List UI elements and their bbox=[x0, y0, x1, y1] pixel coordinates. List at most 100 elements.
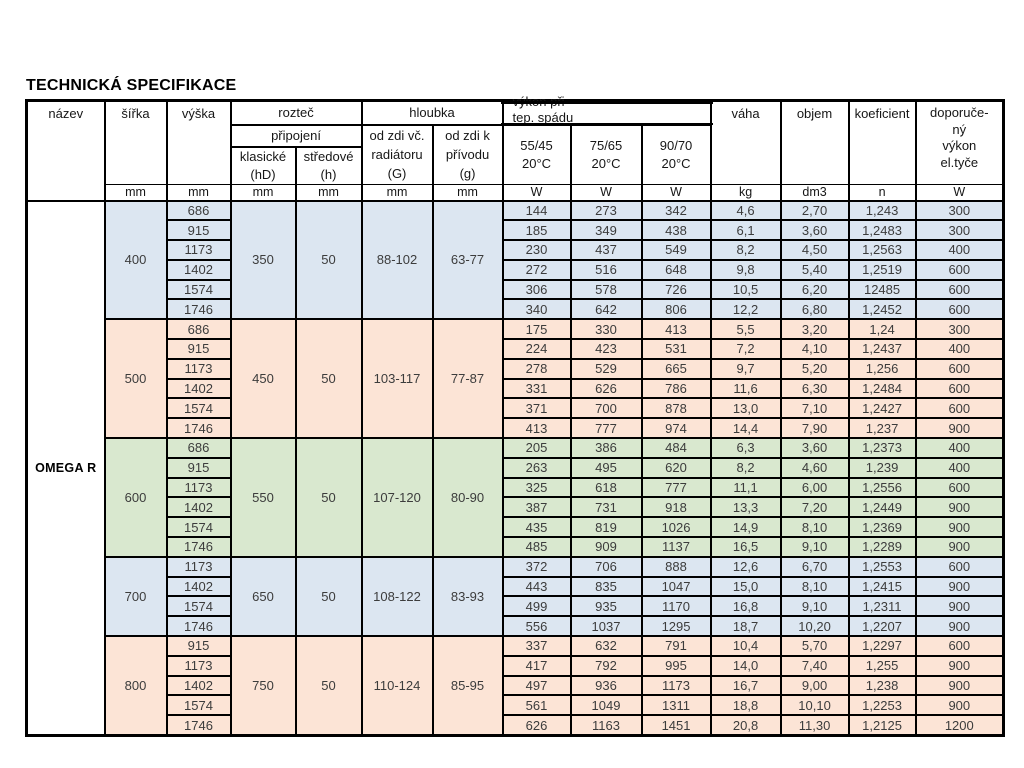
depth-to-supply-cell: 77-87 bbox=[431, 318, 504, 440]
power-90-70-cell: 1311 bbox=[640, 694, 712, 717]
height-cell: 1402 bbox=[165, 496, 232, 519]
power-55-45-cell: 485 bbox=[501, 536, 572, 558]
power-90-70-cell: 995 bbox=[640, 654, 712, 677]
volume-cell: 6,30 bbox=[779, 377, 850, 400]
coefficient-cell: 1,2297 bbox=[847, 635, 917, 657]
spec-row: 915 224 423 531 7,2 4,10 1,2437 400 bbox=[27, 338, 1005, 360]
power-90-70-cell: 974 bbox=[640, 417, 712, 440]
spec-row: 1574 371 700 878 13,0 7,10 1,2427 600 bbox=[27, 397, 1005, 420]
spec-sheet-page: TECHNICKÁ SPECIFIKACE název šířka výška … bbox=[25, 77, 1006, 738]
power-75-65-cell: 516 bbox=[569, 258, 643, 281]
power-55-45-cell: 144 bbox=[501, 199, 572, 222]
power-75-65-cell: 495 bbox=[569, 456, 643, 479]
spec-row: 1173 417 792 995 14,0 7,40 1,255 900 bbox=[27, 654, 1005, 677]
recommended-power-cell: 300 bbox=[914, 199, 1005, 222]
height-cell: 1746 bbox=[165, 536, 232, 558]
weight-cell: 9,8 bbox=[709, 258, 782, 281]
power-75-65-cell: 618 bbox=[569, 476, 643, 499]
weight-cell: 18,7 bbox=[709, 615, 782, 638]
recommended-power-cell: 600 bbox=[914, 377, 1005, 400]
height-cell: 1173 bbox=[165, 654, 232, 677]
power-75-65-cell: 700 bbox=[569, 397, 643, 420]
top-border-line bbox=[500, 101, 713, 104]
depth-to-supply-cell: 80-90 bbox=[431, 437, 504, 558]
power-55-45-cell: 272 bbox=[501, 258, 572, 281]
height-cell: 1574 bbox=[165, 278, 232, 301]
weight-cell: 14,4 bbox=[709, 417, 782, 440]
power-75-65-cell: 777 bbox=[569, 417, 643, 440]
volume-cell: 8,10 bbox=[779, 575, 850, 598]
power-55-45-cell: 561 bbox=[501, 694, 572, 717]
power-90-70-cell: 648 bbox=[640, 258, 712, 281]
power-75-65-cell: 1037 bbox=[569, 615, 643, 638]
power-90-70-cell: 620 bbox=[640, 456, 712, 479]
volume-cell: 9,10 bbox=[779, 595, 850, 618]
power-55-45-cell: 185 bbox=[501, 219, 572, 242]
pitch-central-cell: 50 bbox=[294, 199, 363, 321]
power-55-45-cell: 340 bbox=[501, 298, 572, 321]
header-row-3: klasické (hD) středové (h) bbox=[27, 145, 1004, 185]
power-55-45-cell: 413 bbox=[501, 417, 572, 440]
coefficient-cell: 1,2437 bbox=[847, 338, 917, 360]
coefficient-cell: 1,238 bbox=[847, 674, 917, 697]
weight-cell: 15,0 bbox=[709, 575, 782, 598]
height-cell: 1746 bbox=[165, 417, 232, 440]
power-90-70-cell: 665 bbox=[640, 357, 712, 380]
volume-cell: 6,80 bbox=[779, 298, 850, 321]
recommended-power-cell: 300 bbox=[914, 318, 1005, 341]
power-75-65-cell: 632 bbox=[569, 635, 643, 657]
spec-row: 1574 306 578 726 10,5 6,20 12485 600 bbox=[27, 278, 1005, 301]
pitch-central-cell: 50 bbox=[294, 635, 363, 737]
power-90-70-cell: 878 bbox=[640, 397, 712, 420]
power-90-70-cell: 888 bbox=[640, 555, 712, 578]
height-cell: 686 bbox=[165, 437, 232, 459]
power-90-70-cell: 413 bbox=[640, 318, 712, 341]
unit-mm: mm bbox=[165, 183, 232, 202]
weight-cell: 14,9 bbox=[709, 516, 782, 539]
height-cell: 1402 bbox=[165, 674, 232, 697]
recommended-power-cell: 400 bbox=[914, 437, 1005, 459]
power-90-70-cell: 484 bbox=[640, 437, 712, 459]
volume-cell: 6,00 bbox=[779, 476, 850, 499]
weight-cell: 6,1 bbox=[709, 219, 782, 242]
spec-row: 1746 556 1037 1295 18,7 10,20 1,2207 900 bbox=[27, 615, 1005, 638]
weight-cell: 16,7 bbox=[709, 674, 782, 697]
coefficient-cell: 1,237 bbox=[847, 417, 917, 440]
spec-row: 1574 435 819 1026 14,9 8,10 1,2369 900 bbox=[27, 516, 1005, 539]
volume-header-cell: objem bbox=[779, 99, 850, 185]
pitch-classic-cell: 650 bbox=[229, 555, 297, 638]
power-75-65-cell: 909 bbox=[569, 536, 643, 558]
height-cell: 1574 bbox=[165, 397, 232, 420]
height-cell: 686 bbox=[165, 318, 232, 341]
units-row: mm mm mm mm mm mm W W W kg dm3 n W bbox=[27, 183, 1005, 202]
spec-table-header: název šířka výška rozteč hloubka výkon p… bbox=[25, 94, 1005, 202]
volume-cell: 9,00 bbox=[779, 674, 850, 697]
width-group-cell: 400 bbox=[103, 199, 168, 321]
coefficient-cell: 1,2452 bbox=[847, 298, 917, 321]
power-75-65-cell: 437 bbox=[569, 239, 643, 261]
volume-cell: 5,40 bbox=[779, 258, 850, 281]
height-cell: 686 bbox=[165, 199, 232, 222]
spec-row: 1402 272 516 648 9,8 5,40 1,2519 600 bbox=[27, 258, 1005, 281]
unit-n: n bbox=[847, 183, 917, 202]
power-90-70-cell: 777 bbox=[640, 476, 712, 499]
unit-mm: mm bbox=[103, 183, 168, 202]
spec-row: 1402 497 936 1173 16,7 9,00 1,238 900 bbox=[27, 674, 1005, 697]
weight-cell: 4,6 bbox=[709, 199, 782, 222]
recommended-power-cell: 400 bbox=[914, 239, 1005, 261]
power-55-45-cell: 306 bbox=[501, 278, 572, 301]
power-55-45-cell: 556 bbox=[501, 615, 572, 638]
spec-row: 1173 230 437 549 8,2 4,50 1,2563 400 bbox=[27, 239, 1005, 261]
recommended-power-cell: 900 bbox=[914, 615, 1005, 638]
power-75-65-cell: 1049 bbox=[569, 694, 643, 717]
unit-w: W bbox=[569, 183, 643, 202]
power-90-70-cell: 1173 bbox=[640, 674, 712, 697]
volume-cell: 10,10 bbox=[779, 694, 850, 717]
unit-mm: mm bbox=[294, 183, 363, 202]
recommended-power-cell: 600 bbox=[914, 298, 1005, 321]
power-90-70-cell: 1137 bbox=[640, 536, 712, 558]
power-75-65-cell: 1163 bbox=[569, 714, 643, 737]
spec-row: 600 686 550 50 107-120 80-90 205 386 484 6,3 3,60 1… bbox=[27, 437, 1005, 558]
weight-cell: 11,1 bbox=[709, 476, 782, 499]
power-55-45-cell: 224 bbox=[501, 338, 572, 360]
